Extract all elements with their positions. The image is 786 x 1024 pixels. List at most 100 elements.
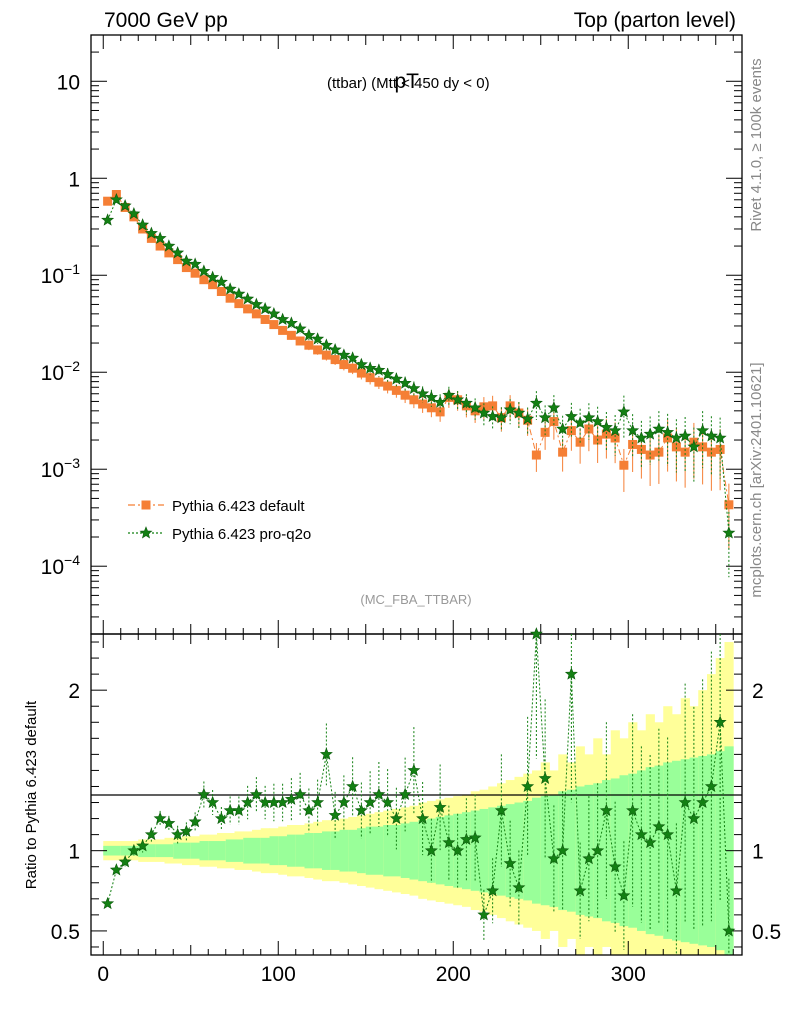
main-series <box>101 190 736 578</box>
ratio-band-green <box>278 836 288 866</box>
point-default <box>409 395 419 405</box>
ratio-point-pro <box>337 795 351 809</box>
ratio-point-pro <box>661 827 675 841</box>
ratio-band-green <box>190 842 200 859</box>
ratio-series <box>101 627 736 955</box>
point-default <box>680 447 690 457</box>
point-pro <box>626 423 640 437</box>
ratio-point-pro <box>267 795 281 809</box>
y-tick-exponent: −4 <box>64 552 80 568</box>
x-tick-label: 300 <box>611 963 646 986</box>
point-default <box>199 275 209 285</box>
x-tick-label: 0 <box>97 963 109 986</box>
x-tick-labels: 0 100 200 300 <box>97 963 645 986</box>
ratio-point-pro <box>599 803 613 817</box>
y-tick-base: 10 <box>57 71 80 94</box>
ratio-band-green <box>400 823 410 878</box>
point-default <box>549 417 559 427</box>
ratio-point-pro <box>416 811 430 825</box>
ratio-point-pro <box>363 795 377 809</box>
ratio-point-pro <box>634 827 648 841</box>
ratio-band-green <box>322 831 332 870</box>
ratio-point-pro <box>346 779 360 792</box>
y-tick-label-ratio-left: 1 <box>68 841 80 864</box>
ratio-band-green <box>383 824 393 877</box>
point-default <box>488 401 498 411</box>
ratio-point-pro <box>293 787 307 801</box>
ratio-band-green <box>698 755 708 946</box>
point-pro <box>722 526 736 539</box>
ratio-point-pro <box>669 883 683 897</box>
point-pro <box>398 376 412 389</box>
ratio-point-pro <box>652 819 666 833</box>
point-default <box>225 293 235 303</box>
ratio-band-green <box>435 816 445 885</box>
ratio-band-green <box>138 844 148 858</box>
point-pro <box>669 431 683 444</box>
point-default <box>295 336 305 346</box>
y-tick-label-ratio-left: 2 <box>68 680 80 703</box>
point-pro <box>293 322 307 335</box>
ratio-point-pro <box>512 880 526 894</box>
point-pro <box>424 390 438 403</box>
ratio-band-green <box>584 784 594 917</box>
ratio-point-pro <box>171 827 185 841</box>
y-tick-exponent: −1 <box>64 261 80 277</box>
ratio-point-pro <box>521 779 535 792</box>
point-default <box>286 330 296 340</box>
legend: Pythia 6.423 default Pythia 6.423 pro-q2… <box>128 498 311 543</box>
ratio-point-pro <box>591 843 605 857</box>
point-default <box>365 373 375 383</box>
ratio-point-pro <box>311 795 325 809</box>
plot-title: pT <box>394 70 419 93</box>
point-pro <box>153 231 167 244</box>
y-tick-label-main: 1 <box>68 168 80 191</box>
point-default <box>321 350 331 360</box>
ratio-point-pro <box>556 843 570 857</box>
ratio-panel: 2 2 1 1 0.5 0.5 Ratio to Pythia 6.423 default <box>23 627 781 956</box>
point-default <box>531 450 541 460</box>
ratio-band-green <box>392 824 402 877</box>
ratio-band-green <box>155 844 165 858</box>
point-pro <box>328 343 342 356</box>
ratio-point-pro <box>486 883 500 897</box>
point-default <box>400 390 410 400</box>
ratio-band-green <box>304 833 314 869</box>
ratio-point-pro <box>704 779 718 792</box>
point-default <box>103 196 113 206</box>
point-default <box>216 286 226 296</box>
point-pro <box>223 282 237 295</box>
point-default <box>190 268 200 278</box>
ratio-band-green <box>672 760 682 941</box>
ratio-band-green <box>147 844 157 858</box>
point-pro <box>144 226 158 239</box>
analysis-label: (MC_FBA_TTBAR) <box>360 592 471 607</box>
ratio-point-pro <box>538 771 552 784</box>
ratio-ticks: 2 2 1 1 0.5 0.5 <box>51 634 781 955</box>
point-pro <box>608 423 622 437</box>
point-default <box>566 426 576 436</box>
point-pro <box>109 192 123 206</box>
legend-entry-default: Pythia 6.423 default <box>128 498 305 515</box>
ratio-band-green <box>287 834 297 867</box>
y-tick-base: 10 <box>41 265 64 288</box>
plot-title-sub: (ttbar) (Mtt < 450 dy < 0) <box>327 75 490 92</box>
ratio-point-pro <box>153 811 167 825</box>
ratio-point-pro <box>477 908 491 921</box>
point-pro <box>249 297 263 310</box>
point-pro <box>704 429 718 442</box>
ratio-point-pro <box>206 795 220 809</box>
y-tick-label-ratio-right: 0.5 <box>752 921 781 944</box>
ratio-band-green <box>269 836 279 866</box>
ratio-band-green <box>260 837 270 864</box>
ratio-point-pro <box>713 715 727 728</box>
ratio-point-pro <box>328 808 342 821</box>
point-pro <box>407 381 421 394</box>
point-default <box>260 314 270 324</box>
ratio-bands <box>103 642 734 955</box>
ratio-point-pro <box>433 800 447 813</box>
y-tick-label-ratio-left: 0.5 <box>51 921 80 944</box>
ratio-band-green <box>120 845 130 856</box>
point-pro <box>433 395 447 408</box>
